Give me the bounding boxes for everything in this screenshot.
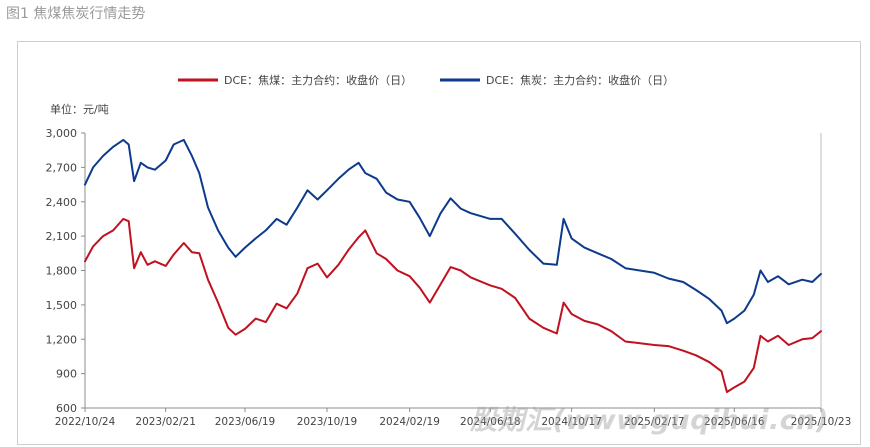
legend-label: DCE：焦炭：主力合约：收盘价（日）: [486, 73, 674, 87]
x-tick-label: 2022/10/24: [55, 416, 116, 428]
series-group: [84, 138, 822, 393]
figure-caption: 图1 焦煤焦炭行情走势: [6, 6, 146, 22]
x-tick-label: 2024/06/18: [460, 416, 521, 428]
y-tick-label: 2,100: [46, 230, 78, 243]
y-tick-label: 1,800: [46, 265, 78, 278]
x-tick-label: 2023/06/19: [215, 416, 276, 428]
y-axis: 600 900 1,200 1,500 1,800 2,100 2,400 2,700 3,00…: [46, 127, 86, 415]
watermark: 股期汇(www.guqihui.cn): [470, 405, 829, 436]
unit-label: 单位：元/吨: [50, 102, 109, 116]
x-tick-label: 2023/10/19: [297, 416, 358, 428]
x-axis: 2022/10/24 2023/02/21 2023/06/19 2023/10/19…: [55, 133, 852, 428]
chart-frame: [17, 41, 861, 445]
x-tick-label: 2024/02/19: [379, 416, 440, 428]
y-tick-label: 900: [56, 368, 77, 381]
y-tick-label: 3,000: [46, 127, 78, 140]
x-tick-label: 2025/02/17: [624, 416, 685, 428]
legend-label: DCE：焦煤：主力合约：收盘价（日）: [224, 73, 412, 87]
y-tick-label: 1,500: [46, 299, 78, 312]
chart-legend: DCE：焦煤：主力合约：收盘价（日） DCE：焦炭：主力合约：收盘价（日）: [178, 73, 674, 87]
x-tick-label: 2025/06/16: [704, 416, 765, 428]
y-tick-label: 2,400: [46, 196, 78, 209]
y-tick-label: 1,200: [46, 333, 78, 346]
x-tick-label: 2024/10/17: [541, 416, 602, 428]
series-line-coking-coal: [84, 217, 822, 393]
x-tick-label: 2025/10/23: [791, 416, 852, 428]
y-tick-label: 600: [56, 402, 77, 415]
series-line-coke: [84, 138, 822, 325]
x-tick-label: 2023/02/21: [135, 416, 196, 428]
y-tick-label: 2,700: [46, 161, 78, 174]
